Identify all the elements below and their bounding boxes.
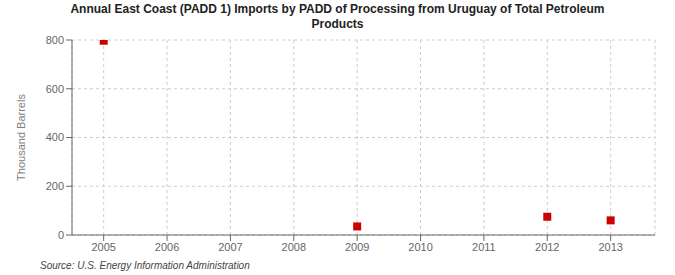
svg-text:2013: 2013 — [598, 241, 622, 253]
svg-text:Thousand Barrels: Thousand Barrels — [15, 94, 27, 181]
html-text:Source: U.S. Energy Informatio: Source: U.S. Energy Information Administ… — [40, 260, 250, 271]
svg-text:0: 0 — [58, 229, 64, 241]
html-text:Products: Products — [311, 17, 364, 31]
svg-text:2010: 2010 — [408, 241, 432, 253]
svg-text:800: 800 — [46, 34, 64, 46]
svg-text:2005: 2005 — [91, 241, 115, 253]
svg-text:2008: 2008 — [282, 241, 306, 253]
svg-text:600: 600 — [46, 83, 64, 95]
svg-text:2009: 2009 — [345, 241, 369, 253]
svg-text:400: 400 — [46, 131, 64, 143]
svg-text:200: 200 — [46, 180, 64, 192]
svg-text:2007: 2007 — [218, 241, 242, 253]
svg-text:2012: 2012 — [535, 241, 559, 253]
svg-text:2011: 2011 — [472, 241, 496, 253]
svg-text:2006: 2006 — [155, 241, 179, 253]
html-text:Annual East Coast (PADD 1) Imp: Annual East Coast (PADD 1) Imports by PA… — [70, 2, 605, 16]
